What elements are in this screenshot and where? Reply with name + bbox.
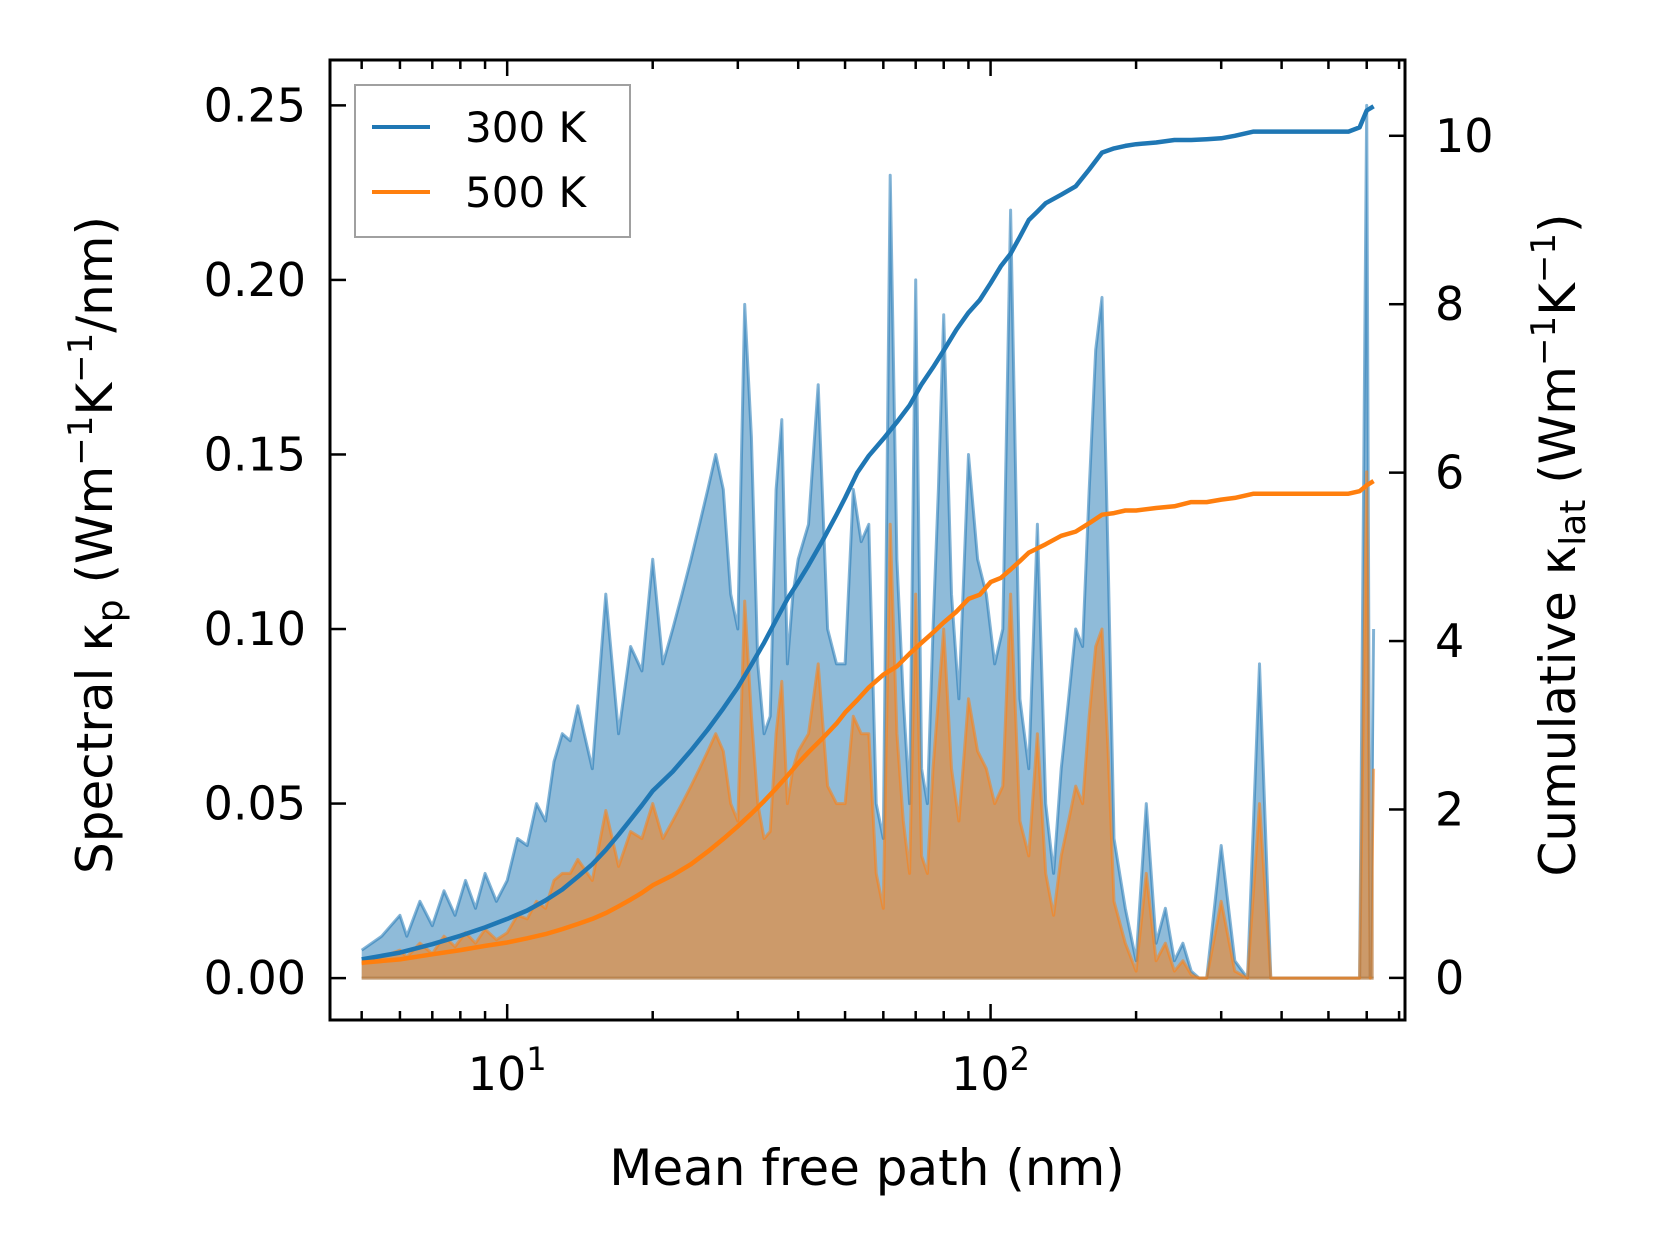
x-axis-ticks: 101 102 (360, 60, 1401, 1101)
left-y-tick-label: 0.25 (204, 78, 306, 132)
left-y-tick-label: 0.00 (204, 951, 306, 1005)
left-y-tick-label: 0.15 (204, 427, 306, 481)
right-y-label-sub: lat (1553, 500, 1594, 546)
left-y-axis-label: Spectral κp (Wm−1K−1/nm) (61, 216, 131, 874)
spectral-line-500k (361, 470, 1376, 980)
right-y-label-mid: K (1529, 282, 1587, 316)
spectral-line-300k (360, 103, 1376, 980)
legend: 300 K 500 K (354, 84, 631, 238)
x-tick-label: 102 (951, 1040, 1030, 1101)
right-y-tick-label: 4 (1435, 614, 1464, 668)
right-y-label-exp2: −1 (1524, 233, 1564, 283)
right-y-tick-label: 6 (1435, 446, 1464, 500)
left-y-label-sub: p (90, 599, 131, 622)
left-y-axis-ticks: 0.00 0.05 0.10 0.15 0.20 0.25 (204, 78, 346, 1005)
left-y-label-exp1: −1 (61, 416, 101, 466)
left-y-tick-label: 0.05 (204, 777, 306, 831)
x-tick-label-exp: 1 (526, 1040, 546, 1078)
cumulative-line-500k (361, 479, 1375, 965)
right-y-label-main: Cumulative κ (1529, 546, 1587, 877)
x-tick-label-base: 10 (951, 1047, 1010, 1101)
series-line-layer (360, 103, 1376, 980)
right-y-tick-label: 0 (1435, 951, 1464, 1005)
right-y-axis-label: Cumulative κlat (Wm−1K−1) (1524, 213, 1594, 876)
right-y-tick-label: 2 (1435, 782, 1464, 836)
legend-label-300k: 300 K (465, 103, 588, 152)
cumulative-line-300k (361, 104, 1375, 962)
spectral-area-300k (361, 105, 1374, 979)
right-y-label-units-open: (Wm (1529, 366, 1587, 500)
x-tick-label: 101 (468, 1040, 547, 1101)
right-y-label-exp1: −1 (1524, 316, 1564, 366)
x-tick-label-exp: 2 (1010, 1040, 1030, 1078)
legend-box (354, 84, 631, 238)
x-axis-label: Mean free path (nm) (609, 1139, 1125, 1197)
right-y-axis-ticks: 0 2 4 6 8 10 (1389, 109, 1494, 1005)
left-y-tick-label: 0.10 (204, 602, 306, 656)
x-tick-label-base: 10 (468, 1047, 527, 1101)
left-y-tick-label: 0.20 (204, 253, 306, 307)
left-y-label-units-close: /nm) (66, 216, 124, 333)
left-y-label-main: Spectral κ (66, 622, 124, 874)
plot-frame (328, 58, 1407, 1022)
right-y-tick-label: 10 (1435, 109, 1494, 163)
right-y-label-units-close: ) (1529, 213, 1587, 233)
right-y-tick-label: 8 (1435, 277, 1464, 331)
left-y-label-exp2: −1 (61, 333, 101, 383)
legend-label-500k: 500 K (465, 168, 588, 217)
left-y-label-units-open: (Wm (66, 466, 124, 600)
left-y-label-mid: K (66, 382, 124, 416)
